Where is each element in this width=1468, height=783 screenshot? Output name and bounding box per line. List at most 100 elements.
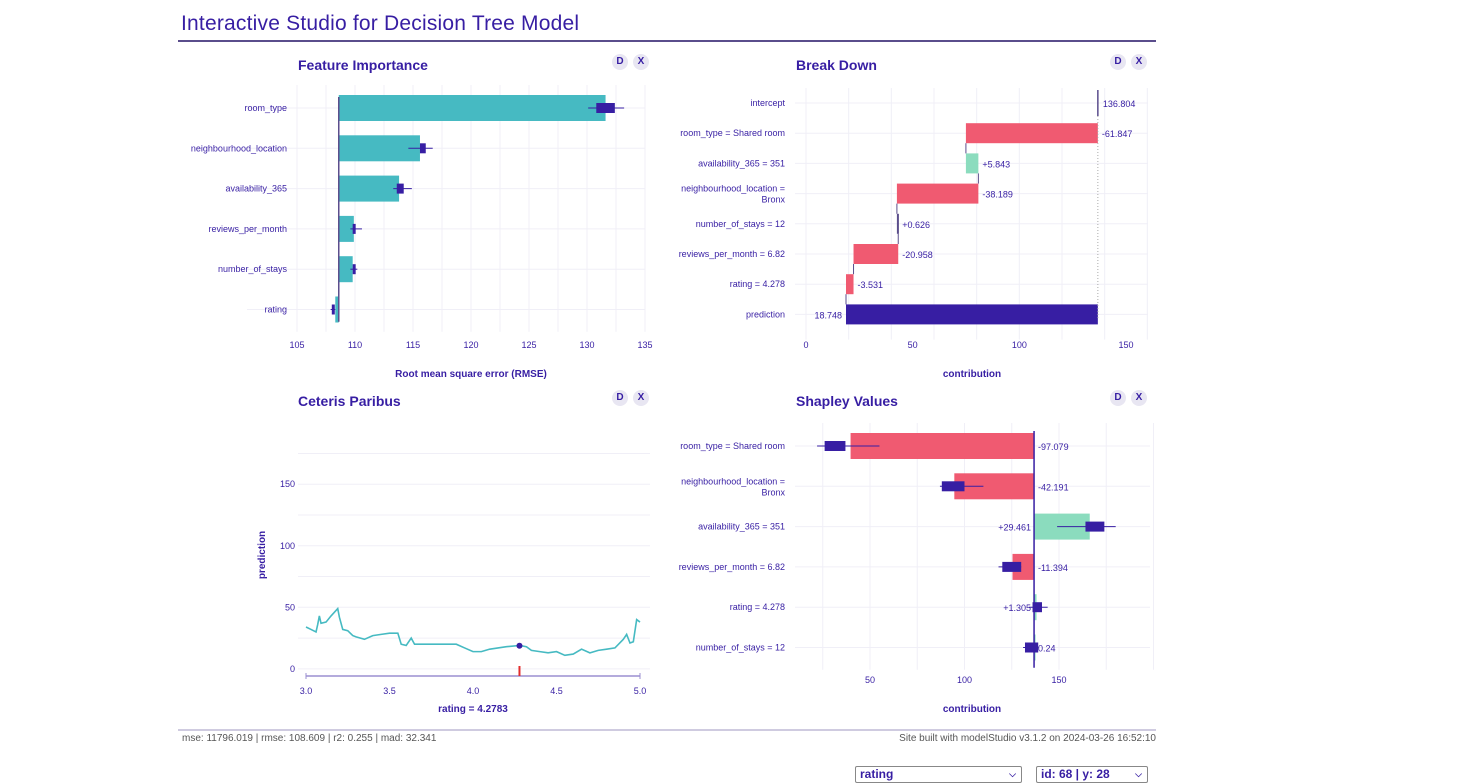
bd-describe-button[interactable]: D <box>1110 54 1126 70</box>
contribution-bar <box>853 244 899 264</box>
y-tick-label: room_type <box>244 103 287 113</box>
shapley-bar <box>1012 553 1035 580</box>
cp-close-button[interactable]: X <box>633 390 649 406</box>
footer-divider <box>178 729 1156 731</box>
boxplot-box <box>596 103 615 113</box>
bar-value-label: -97.079 <box>1038 442 1069 452</box>
x-tick-label: 50 <box>908 340 918 350</box>
y-tick-label: neighbourhood_location = Bronx <box>681 476 785 497</box>
x-tick-label: 150 <box>1051 675 1066 685</box>
observation-select-value: id: 68 | y: 28 <box>1041 767 1110 781</box>
bar-value-label: +29.461 <box>998 523 1031 533</box>
bar-value-label: 0.24 <box>1038 644 1056 654</box>
boxplot-box <box>1024 642 1039 653</box>
y-tick-label: 0 <box>290 664 295 674</box>
x-axis-title: contribution <box>943 704 1001 715</box>
feature-importance-chart: room_type neighbourhood_location availabil… <box>191 85 653 380</box>
y-axis-title: prediction <box>257 531 268 579</box>
break-down-chart: intercept 136.804 room_type = Shared room -… <box>679 88 1148 380</box>
model-metrics: mse: 11796.019 | rmse: 108.609 | r2: 0.2… <box>182 733 437 744</box>
y-tick-label: room_type = Shared room <box>680 441 785 451</box>
build-info: Site built with modelStudio v3.1.2 on 20… <box>899 733 1156 744</box>
bar-value-label: -20.958 <box>902 250 933 260</box>
y-tick-label: prediction <box>746 309 785 319</box>
bar-value-label: -42.191 <box>1038 482 1069 492</box>
y-tick-label: 100 <box>280 541 295 551</box>
bar-value-label: -61.847 <box>1102 129 1133 139</box>
shapley-values-chart: room_type = Shared room -97.079 neighbourh… <box>679 423 1154 715</box>
x-tick-label: 150 <box>1118 340 1133 350</box>
profile-line <box>305 606 641 657</box>
x-tick-label: 4.5 <box>550 686 563 696</box>
prediction-bar <box>845 304 1098 325</box>
y-tick-label: number_of_stays <box>218 264 288 274</box>
variable-select[interactable]: rating ⌵ <box>855 766 1022 783</box>
observation-select[interactable]: id: 68 | y: 28 ⌵ <box>1036 766 1148 783</box>
chevron-down-icon: ⌵ <box>1009 769 1016 779</box>
importance-bar <box>338 256 353 283</box>
title-divider <box>178 40 1156 42</box>
boxplot-box <box>1085 521 1105 532</box>
y-tick-label: reviews_per_month = 6.82 <box>679 562 785 572</box>
contribution-bar <box>845 274 854 295</box>
bar-value-label: 136.804 <box>1103 99 1136 109</box>
x-tick-label: 110 <box>348 340 362 350</box>
x-tick-label: 120 <box>463 340 478 350</box>
y-tick-label: neighbourhood_location <box>191 143 287 153</box>
sv-describe-button[interactable]: D <box>1110 390 1126 406</box>
boxplot-box <box>396 183 404 194</box>
x-tick-label: 115 <box>406 340 420 350</box>
page-title: Interactive Studio for Decision Tree Mod… <box>181 12 580 35</box>
bar-value-label: -38.189 <box>982 190 1013 200</box>
boxplot-box <box>1002 561 1022 572</box>
observation-point <box>516 642 523 649</box>
bd-close-button[interactable]: X <box>1131 54 1147 70</box>
fi-close-button[interactable]: X <box>633 54 649 70</box>
contribution-bar <box>896 213 899 234</box>
y-tick-label: room_type = Shared room <box>680 128 785 138</box>
y-tick-label: number_of_stays = 12 <box>696 219 785 229</box>
bar-value-label: +5.843 <box>982 159 1010 169</box>
variable-select-value: rating <box>860 767 894 781</box>
y-tick-label: number_of_stays = 12 <box>696 643 785 653</box>
contribution-bar <box>965 153 979 174</box>
x-axis-title: Root mean square error (RMSE) <box>395 369 547 380</box>
x-tick-label: 100 <box>957 675 972 685</box>
boxplot-box <box>419 143 426 154</box>
y-tick-label: reviews_per_month <box>208 224 287 234</box>
x-tick-label: 4.0 <box>467 686 480 696</box>
bar-value-label: +1.305 <box>1003 603 1031 613</box>
boxplot-box <box>824 441 846 451</box>
x-tick-label: 100 <box>1012 340 1027 350</box>
bar-value-label: +0.626 <box>902 220 930 230</box>
cp-describe-button[interactable]: D <box>612 390 628 406</box>
shapley-bar <box>850 433 1035 459</box>
x-tick-label: 50 <box>865 675 875 685</box>
contribution-bar <box>896 183 979 204</box>
x-tick-label: 5.0 <box>634 686 647 696</box>
x-tick-label: 105 <box>289 340 304 350</box>
x-tick-label: 3.0 <box>300 686 313 696</box>
y-tick-label: 150 <box>280 479 295 489</box>
x-tick-label: 3.5 <box>383 686 396 696</box>
y-tick-label: 50 <box>285 602 295 612</box>
importance-bar <box>338 215 354 242</box>
y-tick-label: reviews_per_month = 6.82 <box>679 249 785 259</box>
feature-importance-title: Feature Importance <box>298 57 428 73</box>
boxplot-box <box>941 481 965 492</box>
importance-bar <box>338 95 606 121</box>
sv-close-button[interactable]: X <box>1131 390 1147 406</box>
fi-describe-button[interactable]: D <box>612 54 628 70</box>
y-tick-label: availability_365 = 351 <box>698 158 785 168</box>
x-tick-label: 125 <box>521 340 536 350</box>
break-down-title: Break Down <box>796 57 877 73</box>
y-tick-label: rating = 4.278 <box>730 279 785 289</box>
bar-value-label: 18.748 <box>814 310 842 320</box>
x-axis-title: contribution <box>943 369 1001 380</box>
importance-bar <box>338 175 400 202</box>
importance-bar <box>338 135 420 162</box>
bar-value-label: -11.394 <box>1038 563 1068 573</box>
contribution-bar <box>965 123 1098 144</box>
shapley-values-title: Shapley Values <box>796 393 898 409</box>
ceteris-paribus-title: Ceteris Paribus <box>298 393 401 409</box>
